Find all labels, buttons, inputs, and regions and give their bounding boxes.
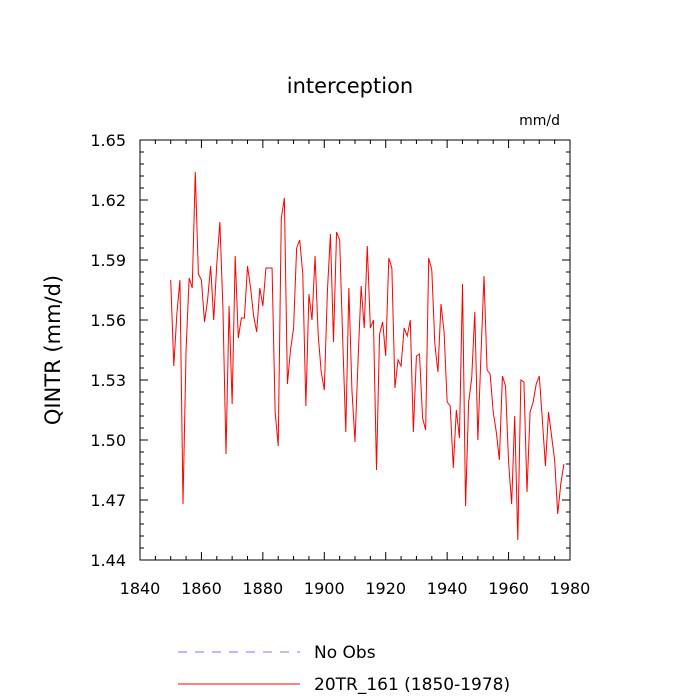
y-tick-label: 1.59 <box>90 251 126 270</box>
y-axis-label: QINTR (mm/d) <box>41 275 65 425</box>
y-tick-label: 1.65 <box>90 131 126 150</box>
x-tick-label: 1880 <box>242 579 283 598</box>
tick-labels: 1840 1860 1880 1900 1920 1940 1960 1980 1.44 1.47… <box>90 131 590 598</box>
chart-title: interception <box>287 74 414 98</box>
x-tick-label: 1840 <box>120 579 161 598</box>
y-tick-label: 1.53 <box>90 371 126 390</box>
y-tick-label: 1.62 <box>90 191 126 210</box>
axis-ticks <box>139 139 571 561</box>
legend-label-no-obs: No Obs <box>314 643 376 663</box>
y-tick-label: 1.44 <box>90 551 126 570</box>
units-label: mm/d <box>519 113 560 129</box>
y-tick-label: 1.56 <box>90 311 126 330</box>
plot-area: 1840 1860 1880 1900 1920 1940 1960 1980 1.44 1.47… <box>90 131 590 598</box>
series-line-20TR_161 <box>170 171 565 541</box>
x-tick-label: 1960 <box>488 579 529 598</box>
legend: No Obs 20TR_161 (1850-1978) <box>178 643 510 695</box>
x-tick-label: 1860 <box>181 579 222 598</box>
x-tick-label: 1980 <box>550 579 591 598</box>
y-tick-label: 1.50 <box>90 431 126 450</box>
plot-frame <box>139 139 571 561</box>
x-tick-label: 1940 <box>427 579 468 598</box>
x-tick-label: 1900 <box>304 579 345 598</box>
x-tick-label: 1920 <box>365 579 406 598</box>
y-tick-label: 1.47 <box>90 491 126 510</box>
legend-label-20tr-161: 20TR_161 (1850-1978) <box>314 675 510 695</box>
